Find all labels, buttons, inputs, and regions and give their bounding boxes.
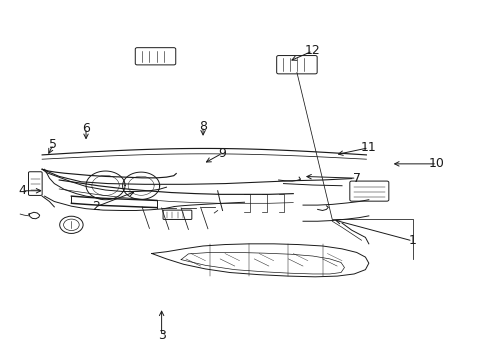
Text: 4: 4 [19,184,26,197]
Text: 9: 9 [218,147,226,159]
Text: 7: 7 [352,172,360,185]
Text: 12: 12 [304,44,320,57]
Text: 8: 8 [199,120,206,133]
Text: 1: 1 [408,234,416,247]
Text: 11: 11 [360,141,376,154]
Text: 3: 3 [157,329,165,342]
Text: 6: 6 [82,122,90,135]
Text: 5: 5 [49,138,57,150]
Text: 10: 10 [428,157,444,170]
Text: 2: 2 [92,201,100,213]
